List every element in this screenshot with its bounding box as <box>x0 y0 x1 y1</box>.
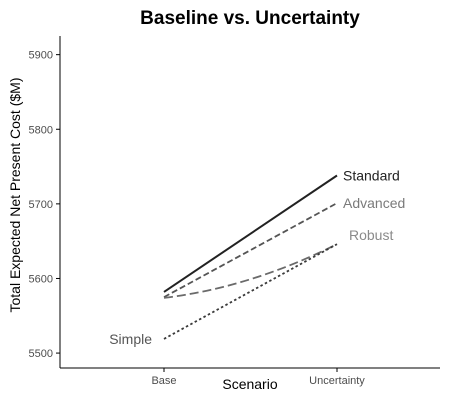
x-tick-label: Uncertainty <box>309 375 365 387</box>
x-tick-label: Base <box>151 375 176 387</box>
y-tick-label: 5700 <box>29 199 53 211</box>
y-tick-label: 5800 <box>29 124 53 136</box>
series-label-standard: Standard <box>343 168 400 184</box>
x-axis-ticks: Base Uncertainty <box>151 368 365 387</box>
x-axis-title: Scenario <box>222 376 277 392</box>
series-line-standard <box>163 174 338 293</box>
y-tick-label: 5500 <box>29 348 53 360</box>
series-label-simple: Simple <box>109 331 152 347</box>
y-axis-ticks: 5500 5600 5700 5800 5900 <box>29 50 60 360</box>
series-line-robust <box>163 243 338 299</box>
chart-title: Baseline vs. Uncertainty <box>140 8 360 29</box>
series-line-advanced <box>163 202 338 298</box>
y-tick-label: 5900 <box>29 50 53 62</box>
y-tick-label: 5600 <box>29 273 53 285</box>
series-labels: Standard Advanced Robust Simple <box>109 168 405 347</box>
series-label-advanced: Advanced <box>343 195 405 211</box>
y-axis-title: Total Expected Net Present Cost ($M) <box>7 78 23 313</box>
series-layer <box>163 174 338 340</box>
series-line-simple <box>163 243 338 340</box>
series-label-robust: Robust <box>349 227 393 243</box>
